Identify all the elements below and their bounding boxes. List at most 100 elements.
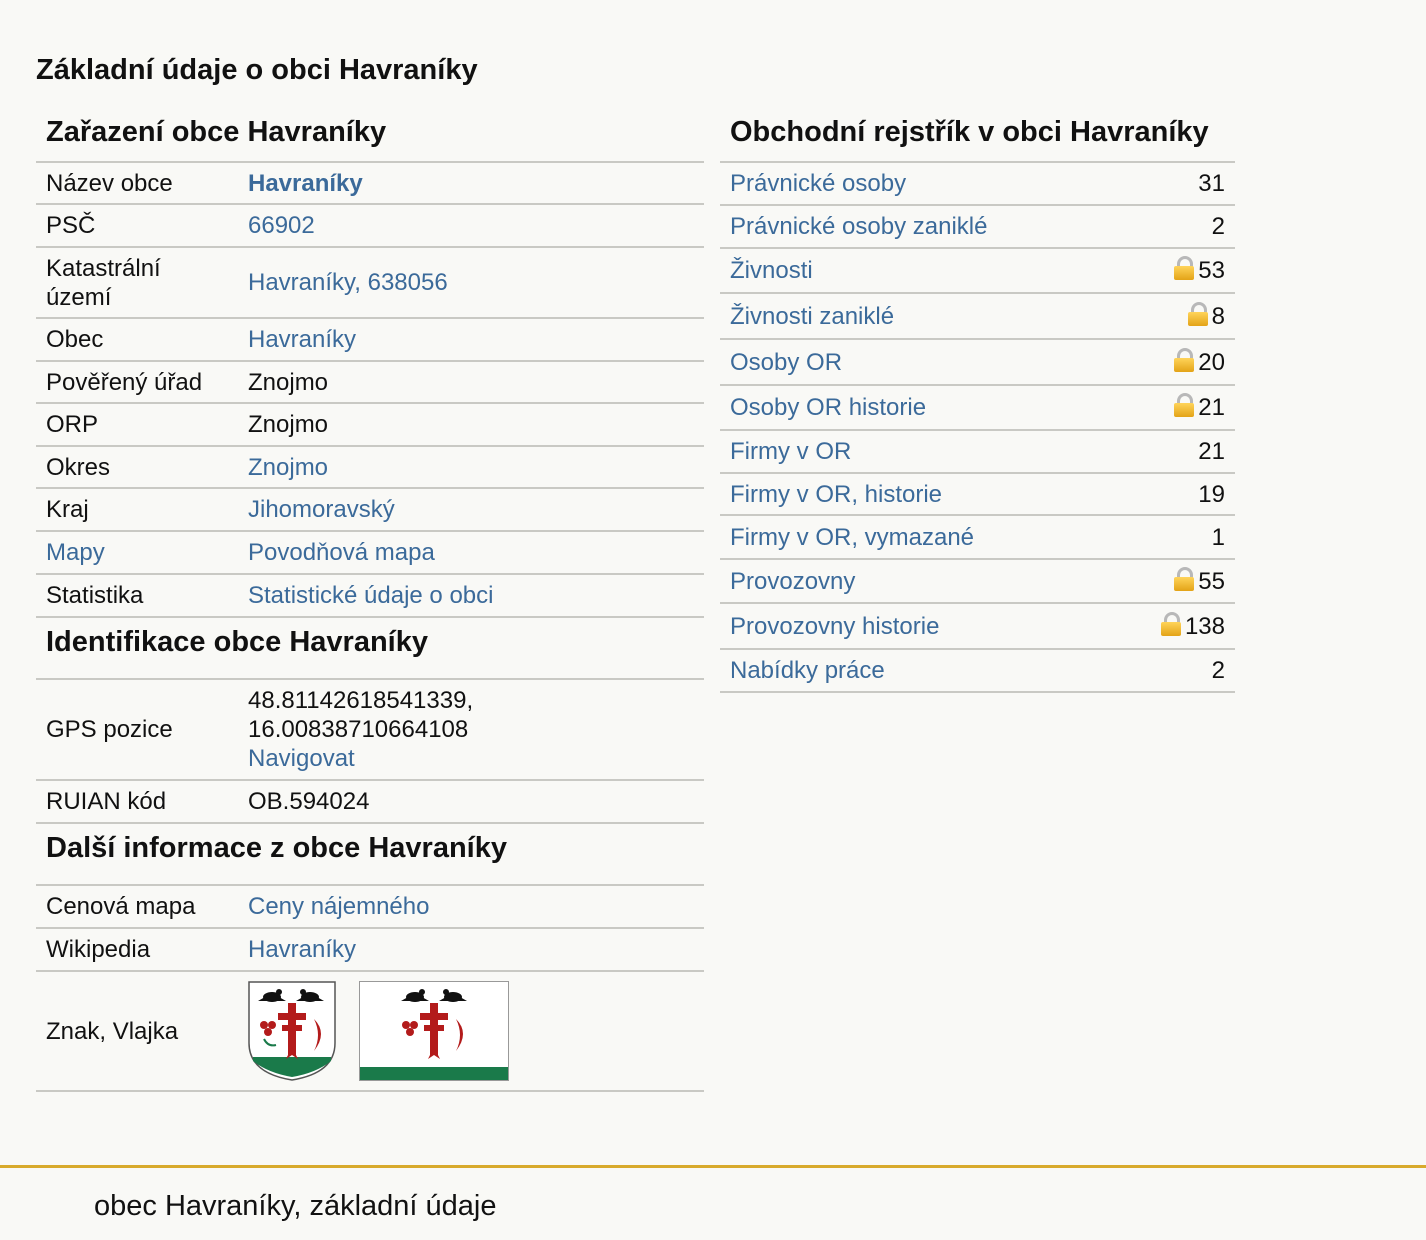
register-link[interactable]: Nabídky práce xyxy=(730,657,885,684)
register-count: 21 xyxy=(1198,438,1225,465)
row-label: Statistika xyxy=(36,574,238,618)
register-count: 138 xyxy=(1184,612,1225,640)
lock-icon xyxy=(1174,256,1195,280)
register-link[interactable]: Právnické osoby xyxy=(730,170,907,197)
register-link[interactable]: Provozovny historie xyxy=(730,612,940,640)
emblem-label: Znak, Vlajka xyxy=(36,971,238,1092)
register-link[interactable]: Osoby OR historie xyxy=(730,394,927,421)
register-link[interactable]: Firmy v OR, vymazané xyxy=(730,523,975,551)
gps-longitude: 16.00838710664108 xyxy=(248,716,469,743)
ruian-label: RUIAN kód xyxy=(36,780,238,824)
table-row: Mapy Povodňová mapa xyxy=(36,531,704,575)
page-title: Základní údaje o obci Havraníky xyxy=(36,54,478,86)
table-row: Právnické osoby zaniklé 2 xyxy=(720,205,1235,249)
row-label: Katastrální území xyxy=(36,247,238,319)
table-row: Katastrální území Havraníky, 638056 xyxy=(36,247,704,319)
rent-prices-link[interactable]: Ceny nájemného xyxy=(248,893,430,920)
ruian-value: OB.594024 xyxy=(238,780,704,824)
coat-of-arms[interactable] xyxy=(248,981,336,1081)
table-row: Firmy v OR, vymazané 1 xyxy=(720,515,1235,560)
table-row: Okres Znojmo xyxy=(36,446,704,489)
postal-code-link[interactable]: 66902 xyxy=(248,212,315,239)
table-row: Wikipedia Havraníky xyxy=(36,928,704,972)
row-label: Název obce xyxy=(36,163,238,205)
district-link[interactable]: Znojmo xyxy=(248,453,329,481)
table-row: Právnické osoby 31 xyxy=(720,163,1235,206)
row-label: ORP xyxy=(36,403,238,447)
lock-icon xyxy=(1174,566,1195,591)
wikipedia-label: Wikipedia xyxy=(36,928,238,972)
register-link[interactable]: Provozovny xyxy=(730,567,856,595)
statistics-link[interactable]: Statistické údaje o obci xyxy=(248,582,494,609)
flood-map-link[interactable]: Povodňová mapa xyxy=(248,539,435,566)
register-table: Právnické osoby 31 Právnické osoby zaniklé… xyxy=(720,163,1235,693)
gps-label: GPS pozice xyxy=(36,680,238,781)
region-link[interactable]: Jihomoravský xyxy=(248,496,395,523)
register-count: 8 xyxy=(1211,302,1225,330)
register-count: 19 xyxy=(1198,480,1225,508)
table-row: Živnosti zaniklé 8 xyxy=(720,293,1235,340)
row-label: Okres xyxy=(36,446,238,489)
identification-table: GPS pozice 48.81142618541339, 16.0083871… xyxy=(36,680,704,824)
register-link[interactable]: Právnické osoby zaniklé xyxy=(730,213,988,240)
table-row: Název obce Havraníky xyxy=(36,163,704,205)
table-row: RUIAN kód OB.594024 xyxy=(36,780,704,824)
municipality-link[interactable]: Havraníky xyxy=(248,326,357,353)
lock-icon xyxy=(1187,301,1208,326)
lock-icon xyxy=(1160,611,1181,636)
footer-divider xyxy=(0,1165,1426,1168)
row-label: PSČ xyxy=(36,204,238,248)
maps-link[interactable]: Mapy xyxy=(46,539,105,566)
right-column: Obchodní rejstřík v obci Havraníky Právn… xyxy=(720,112,1235,693)
cadastral-link[interactable]: Havraníky, 638056 xyxy=(248,269,448,296)
table-row: Znak, Vlajka xyxy=(36,971,704,1092)
table-row: Cenová mapa Ceny nájemného xyxy=(36,886,704,929)
left-column: Zařazení obce Havraníky Název obce Havra… xyxy=(36,112,704,1092)
register-count: 21 xyxy=(1198,394,1225,421)
register-count: 2 xyxy=(1211,213,1225,240)
table-row: Nabídky práce 2 xyxy=(720,649,1235,693)
table-row: Firmy v OR, historie 19 xyxy=(720,473,1235,516)
row-label: Pověřený úřad xyxy=(36,361,238,404)
register-title: Obchodní rejstřík v obci Havraníky xyxy=(720,112,1235,163)
register-count: 1 xyxy=(1211,523,1225,551)
table-row: Obec Havraníky xyxy=(36,318,704,362)
table-row: ORP Znojmo xyxy=(36,403,704,447)
register-count: 55 xyxy=(1198,567,1225,595)
classification-table: Název obce Havraníky PSČ 66902 Katastrál… xyxy=(36,163,704,618)
register-link[interactable]: Firmy v OR, historie xyxy=(730,480,943,508)
table-row: Kraj Jihomoravský xyxy=(36,488,704,532)
identification-title: Identifikace obce Havraníky xyxy=(36,618,704,680)
register-count: 20 xyxy=(1198,348,1225,376)
gps-latitude: 48.81142618541339, xyxy=(248,687,474,714)
row-label: Kraj xyxy=(36,488,238,532)
register-link[interactable]: Živnosti xyxy=(730,257,813,284)
municipality-name-link[interactable]: Havraníky xyxy=(248,169,363,197)
navigate-link[interactable]: Navigovat xyxy=(248,745,355,772)
footer-text: obec Havraníky, základní údaje xyxy=(94,1190,497,1222)
row-value: Znojmo xyxy=(238,361,704,404)
table-row: Firmy v OR 21 xyxy=(720,430,1235,474)
more-info-title: Další informace z obce Havraníky xyxy=(36,824,704,886)
table-row: Osoby OR 20 xyxy=(720,339,1235,386)
register-link[interactable]: Osoby OR xyxy=(730,348,843,376)
classification-title: Zařazení obce Havraníky xyxy=(36,112,704,163)
register-count: 31 xyxy=(1198,170,1225,197)
register-link[interactable]: Firmy v OR xyxy=(730,438,852,465)
row-label: Obec xyxy=(36,318,238,362)
table-row: Pověřený úřad Znojmo xyxy=(36,361,704,404)
lock-icon xyxy=(1174,393,1195,417)
flag[interactable] xyxy=(358,981,509,1081)
table-row: PSČ 66902 xyxy=(36,204,704,248)
table-row: Provozovny 55 xyxy=(720,559,1235,604)
register-count: 53 xyxy=(1198,257,1225,284)
lock-icon xyxy=(1174,347,1195,372)
table-row: Živnosti 53 xyxy=(720,248,1235,294)
row-value: Znojmo xyxy=(238,403,704,447)
register-link[interactable]: Živnosti zaniklé xyxy=(730,302,895,330)
table-row: Statistika Statistické údaje o obci xyxy=(36,574,704,618)
register-count: 2 xyxy=(1211,657,1225,684)
table-row: GPS pozice 48.81142618541339, 16.0083871… xyxy=(36,680,704,781)
wikipedia-link[interactable]: Havraníky xyxy=(248,936,357,963)
table-row: Provozovny historie 138 xyxy=(720,603,1235,650)
